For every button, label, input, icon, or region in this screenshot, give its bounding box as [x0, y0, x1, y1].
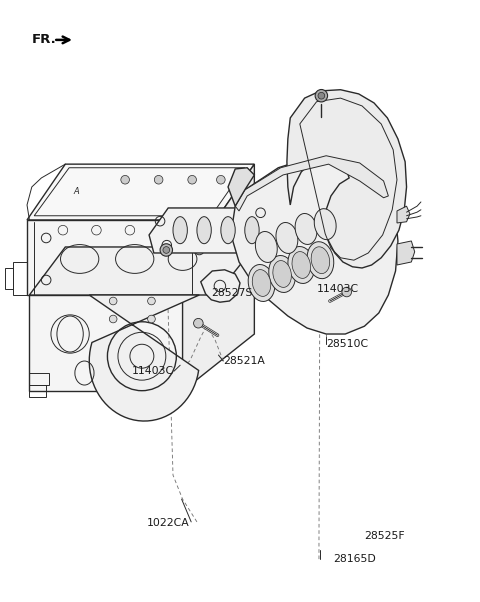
Ellipse shape: [273, 261, 291, 287]
Polygon shape: [397, 241, 415, 265]
Ellipse shape: [248, 264, 275, 302]
Polygon shape: [397, 206, 410, 223]
Ellipse shape: [245, 217, 259, 244]
Polygon shape: [27, 220, 216, 295]
Ellipse shape: [276, 223, 298, 253]
Ellipse shape: [288, 246, 314, 284]
Circle shape: [121, 175, 130, 184]
Circle shape: [342, 287, 351, 297]
Ellipse shape: [269, 255, 296, 293]
Polygon shape: [287, 90, 407, 268]
Circle shape: [160, 244, 172, 256]
Text: FR.: FR.: [32, 33, 57, 46]
Text: 28527S: 28527S: [211, 288, 252, 298]
Ellipse shape: [252, 270, 271, 296]
Ellipse shape: [197, 217, 211, 244]
Circle shape: [193, 318, 203, 328]
Polygon shape: [149, 208, 269, 253]
Ellipse shape: [307, 242, 334, 279]
Circle shape: [318, 92, 324, 99]
Polygon shape: [216, 164, 254, 295]
Polygon shape: [182, 241, 254, 391]
Text: 28165D: 28165D: [333, 554, 376, 564]
Text: 11403C: 11403C: [317, 284, 359, 294]
Text: 28525F: 28525F: [364, 532, 405, 541]
Polygon shape: [29, 247, 254, 295]
Polygon shape: [235, 156, 388, 211]
Circle shape: [155, 175, 163, 184]
Text: 1022CA: 1022CA: [147, 518, 190, 528]
Polygon shape: [201, 270, 240, 302]
Circle shape: [315, 90, 327, 102]
Circle shape: [148, 315, 156, 323]
Ellipse shape: [221, 217, 235, 244]
Text: A: A: [73, 187, 79, 196]
Circle shape: [109, 297, 117, 305]
Polygon shape: [27, 164, 254, 220]
Circle shape: [163, 247, 169, 253]
Circle shape: [188, 175, 196, 184]
Text: 28521A: 28521A: [223, 356, 265, 366]
Ellipse shape: [311, 247, 330, 273]
Text: 11403C: 11403C: [132, 366, 174, 376]
Ellipse shape: [255, 232, 277, 262]
Ellipse shape: [295, 214, 317, 244]
Ellipse shape: [292, 252, 311, 278]
Text: 28510C: 28510C: [326, 339, 368, 349]
Circle shape: [148, 297, 156, 305]
Circle shape: [216, 175, 225, 184]
Ellipse shape: [173, 217, 187, 244]
Ellipse shape: [314, 209, 336, 240]
Polygon shape: [233, 156, 398, 334]
Polygon shape: [89, 295, 199, 421]
Polygon shape: [228, 168, 254, 206]
Circle shape: [109, 315, 117, 323]
Polygon shape: [29, 295, 182, 391]
